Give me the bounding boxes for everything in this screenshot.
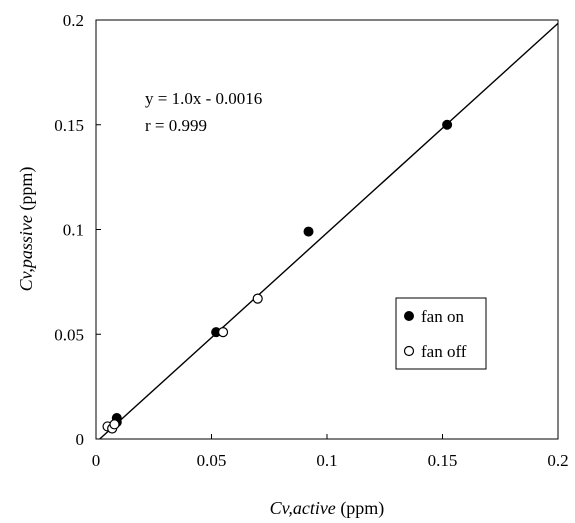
plot-frame — [95, 19, 559, 440]
legend-box — [395, 297, 487, 370]
tick-labels: 0 0.05 0.1 0.15 0.2 0 0.05 0.1 0.15 0.2 — [54, 11, 568, 470]
y-tick-label: 0.05 — [54, 325, 84, 344]
y-axis-title: Cv,passive (ppm) — [16, 167, 37, 292]
r-annotation: r = 0.999 — [145, 116, 207, 135]
legend-label-fan-off: fan off — [421, 342, 467, 361]
x-axis-title: Cv,active (ppm) — [270, 498, 385, 519]
regression-line — [99, 22, 559, 440]
axis-ticks — [95, 19, 559, 440]
y-tick-label: 0.1 — [63, 221, 84, 240]
equation-annotation: y = 1.0x - 0.0016 — [145, 89, 262, 108]
data-points — [102, 119, 453, 434]
y-tick-label: 0.15 — [54, 116, 84, 135]
legend-label-fan-on: fan on — [421, 307, 464, 326]
x-tick-label: 0.15 — [428, 451, 458, 470]
x-tick-label: 0 — [92, 451, 101, 470]
point-fan-off — [109, 419, 120, 430]
point-fan-on — [303, 226, 314, 237]
point-fan-off — [217, 327, 229, 338]
y-tick-label: 0.2 — [63, 11, 84, 30]
x-tick-label: 0.2 — [547, 451, 568, 470]
legend-marker-fan-on — [404, 311, 414, 321]
x-tick-label: 0.05 — [197, 451, 227, 470]
point-fan-on — [442, 119, 453, 130]
legend-marker-fan-off — [403, 345, 415, 357]
point-fan-off — [252, 293, 263, 304]
y-tick-label: 0 — [76, 430, 85, 449]
x-tick-label: 0.1 — [316, 451, 337, 470]
legend: fan on fan off — [395, 297, 487, 370]
